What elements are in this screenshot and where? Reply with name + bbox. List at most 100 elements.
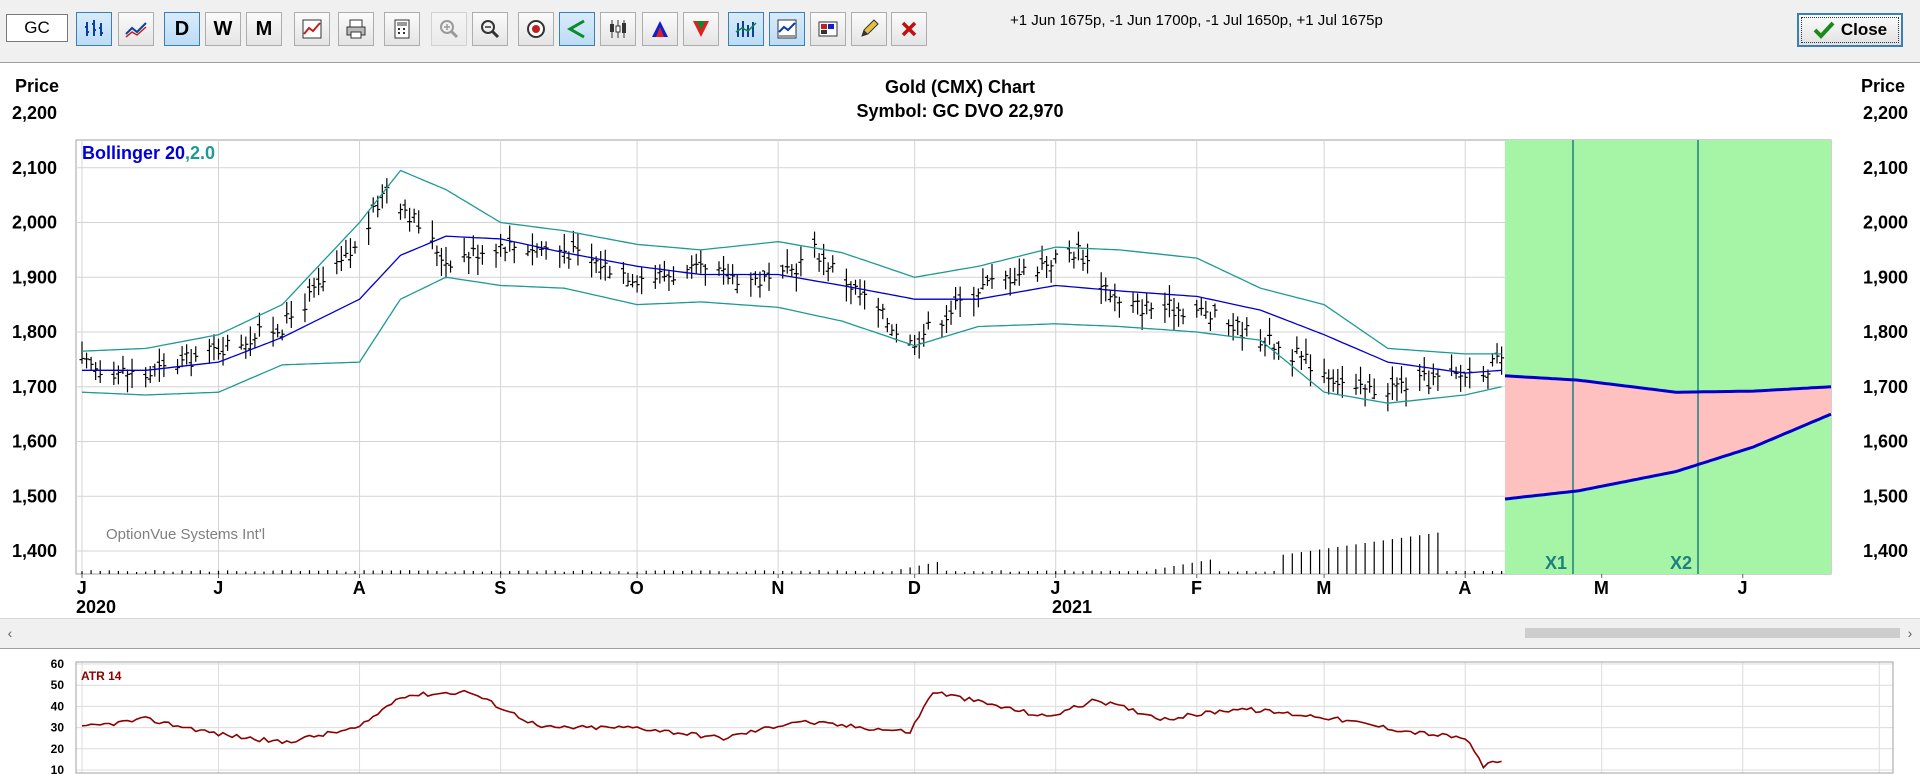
print-button[interactable] [338, 12, 374, 46]
price-bar [639, 267, 645, 295]
price-bar [1480, 366, 1486, 382]
price-bar [598, 251, 604, 280]
indicators-button[interactable] [728, 12, 764, 46]
scroll-left-arrow-icon[interactable]: ‹ [7, 625, 13, 641]
zoom-in-button[interactable] [431, 12, 467, 46]
y-tick-left: 2,100 [12, 158, 57, 178]
candlestick-button[interactable] [600, 12, 636, 46]
close-button[interactable]: Close [1797, 13, 1903, 47]
price-bar [1198, 298, 1204, 316]
angle-tool-button[interactable] [559, 12, 595, 46]
price-bar [657, 264, 663, 284]
line-chart-button[interactable] [118, 12, 154, 46]
study-button[interactable] [769, 12, 805, 46]
price-bar [812, 231, 818, 258]
price-bar [1330, 369, 1336, 392]
price-bar [193, 346, 199, 362]
price-bar [461, 237, 467, 263]
price-chart[interactable]: Gold (CMX) Chart Symbol: GC DVO 22,970 P… [0, 63, 1920, 619]
price-bar [880, 303, 886, 320]
weekly-button[interactable]: W [205, 12, 241, 46]
atr-y-tick: 20 [51, 742, 65, 756]
price-bar [1166, 285, 1172, 318]
y-tick-left: 2,200 [12, 103, 57, 123]
price-bar [511, 242, 517, 264]
price-bar [1048, 260, 1054, 283]
draw-pencil-button[interactable] [851, 12, 887, 46]
price-bar [1490, 352, 1495, 367]
watermark: OptionVue Systems Int'l [106, 526, 265, 543]
price-bar [470, 235, 476, 257]
atr-y-tick: 60 [51, 657, 65, 671]
target-icon [527, 20, 545, 38]
price-bar [1389, 366, 1395, 400]
candlestick-icon [610, 20, 626, 38]
price-bar [939, 319, 945, 338]
price-bar [247, 326, 253, 357]
bar-chart-button[interactable] [76, 12, 112, 46]
x-month-label: O [630, 578, 644, 598]
scroll-thumb[interactable] [1525, 628, 1900, 638]
y-tick-left: 2,000 [12, 213, 57, 233]
price-bar [948, 300, 954, 325]
chart-settings-button[interactable] [294, 12, 330, 46]
price-bar [225, 334, 231, 351]
angle-icon [566, 19, 585, 39]
price-bar [1426, 370, 1432, 395]
horizontal-scrollbar[interactable]: ‹ › [0, 618, 1920, 647]
price-bar [698, 249, 704, 274]
price-bar [466, 251, 472, 275]
palette-icon [818, 21, 838, 37]
price-bar [1276, 341, 1282, 360]
price-bar [857, 279, 863, 306]
zoom-out-button[interactable] [472, 12, 508, 46]
price-bar [179, 346, 185, 368]
x-month-label: M [1594, 578, 1609, 598]
delete-button[interactable] [891, 12, 927, 46]
chart-subtitle: Symbol: GC DVO 22,970 [856, 101, 1063, 121]
main-chart-panel[interactable]: Gold (CMX) Chart Symbol: GC DVO 22,970 P… [0, 62, 1920, 619]
price-bar [411, 208, 417, 224]
option-spread-text: +1 Jun 1675p, -1 Jun 1700p, -1 Jul 1650p… [1010, 12, 1383, 29]
left-axis-label: Price [15, 76, 59, 96]
close-button-label: Close [1840, 20, 1888, 39]
daily-button[interactable]: D [164, 12, 200, 46]
atr-chart[interactable]: ATR 14 60 50 40 30 20 10 [0, 649, 1920, 774]
calculator-button[interactable] [384, 12, 420, 46]
price-bar [502, 246, 508, 262]
price-bar [575, 232, 581, 266]
atr-panel[interactable]: ATR 14 60 50 40 30 20 10 [0, 648, 1920, 774]
sell-marker-button[interactable] [683, 12, 719, 46]
monthly-button[interactable]: M [246, 12, 282, 46]
bollinger-lower-band [81, 276, 1502, 404]
price-bar [120, 355, 126, 375]
price-bar [1148, 302, 1154, 319]
price-bar [161, 353, 167, 378]
y-tick-right: 2,000 [1863, 213, 1908, 233]
price-bar [762, 270, 767, 282]
atr-label: ATR 14 [81, 669, 122, 683]
y-tick-left: 1,500 [12, 486, 57, 506]
triangle-up-icon [652, 21, 668, 37]
price-bar [434, 245, 440, 267]
price-bar [789, 264, 795, 277]
price-bar [875, 297, 881, 328]
price-bar [1016, 258, 1022, 286]
price-bar [1430, 363, 1436, 386]
price-bar [1212, 303, 1218, 318]
price-bar [479, 245, 485, 265]
target-button[interactable] [518, 12, 554, 46]
price-bar [1458, 364, 1464, 392]
price-bar [957, 286, 963, 318]
profit-zone [1505, 140, 1831, 574]
price-bar [589, 243, 595, 278]
price-bar [984, 275, 990, 286]
price-bar [156, 348, 162, 382]
price-bar [238, 334, 244, 350]
price-bar [925, 311, 931, 330]
palette-button[interactable] [810, 12, 846, 46]
buy-marker-button[interactable] [642, 12, 678, 46]
scroll-right-arrow-icon[interactable]: › [1907, 625, 1913, 641]
symbol-input[interactable] [6, 14, 68, 42]
price-bar [302, 293, 308, 323]
